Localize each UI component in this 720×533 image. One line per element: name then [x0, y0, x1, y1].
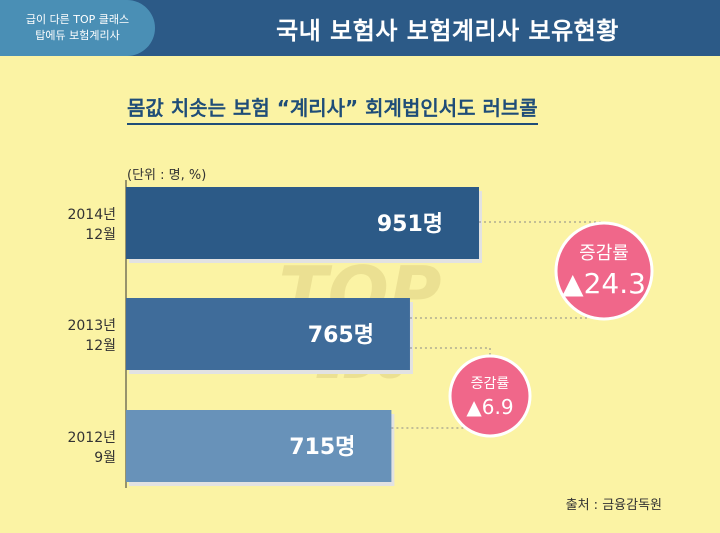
- bar-0: [126, 187, 479, 259]
- source-note: 출처 : 금융감독원: [565, 498, 662, 513]
- category-label: 12월: [85, 338, 116, 354]
- category-label: 12월: [85, 227, 116, 243]
- change-rate-value: ▲24.3: [562, 267, 646, 300]
- bar-value-label: 765명: [308, 323, 374, 348]
- change-rate-circle: [448, 354, 532, 438]
- category-label: 2013년: [67, 318, 116, 334]
- category-label: 9월: [94, 450, 116, 466]
- chart-subtitle: 몸값 치솟는 보험 “계리사” 회계법인서도 러브콜: [127, 92, 538, 125]
- badge-line-1: 급이 다른 TOP 클래스: [25, 13, 130, 26]
- change-rate-title: 증감률: [579, 243, 629, 264]
- bar-2: [126, 410, 392, 482]
- category-label: 2012년: [67, 430, 116, 446]
- unit-note: (단위 : 명, %): [127, 168, 207, 183]
- bar-value-label: 715명: [289, 435, 355, 460]
- change-rate-circle: [554, 221, 654, 321]
- bar-value-label: 951명: [377, 212, 443, 237]
- change-rate-title: 증감률: [471, 376, 510, 392]
- bar-1: [126, 298, 410, 370]
- page-title: 국내 보험사 보험계리사 보유현황: [276, 16, 619, 45]
- brand-badge: 급이 다른 TOP 클래스 탑에듀 보험계리사: [0, 0, 155, 56]
- badge-line-2: 탑에듀 보험계리사: [35, 29, 120, 42]
- category-label: 2014년: [67, 207, 116, 223]
- change-rate-value: ▲6.9: [466, 395, 513, 419]
- header-bar: 급이 다른 TOP 클래스 탑에듀 보험계리사 국내 보험사 보험계리사 보유현…: [0, 0, 720, 56]
